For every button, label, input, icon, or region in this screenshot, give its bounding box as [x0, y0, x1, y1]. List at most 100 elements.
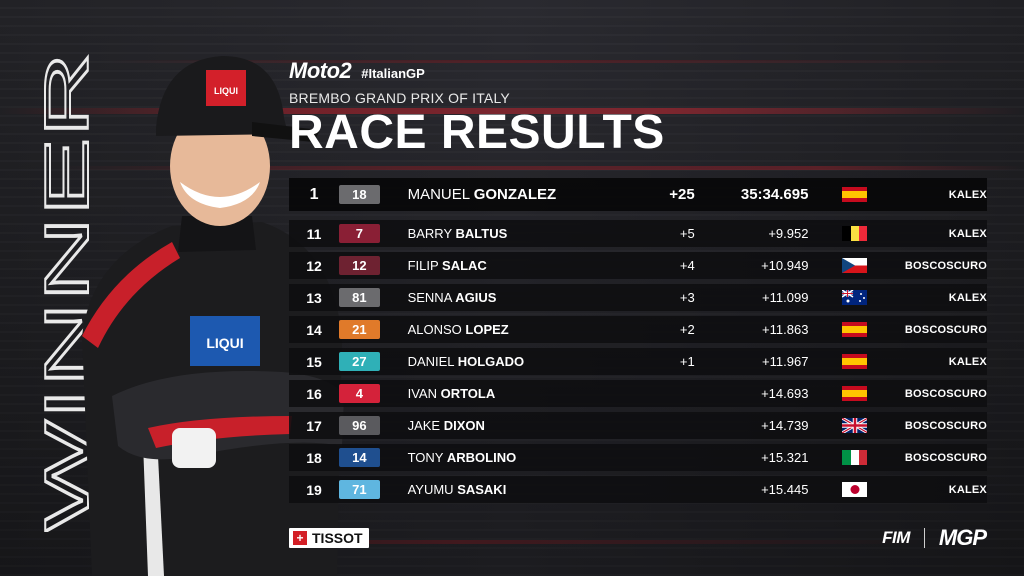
race-time: +10.949 — [761, 258, 809, 273]
position: 15 — [306, 353, 322, 370]
rider-first-name: JAKE — [407, 418, 441, 433]
race-time: 35:34.695 — [740, 186, 809, 203]
position: 19 — [306, 481, 322, 498]
rider-first-name: BARRY — [407, 226, 452, 241]
rider-name: DANIEL HOLGADO — [408, 354, 639, 369]
spain-flag-icon — [842, 354, 868, 369]
rider-first-name: IVAN — [407, 386, 437, 401]
divider — [923, 528, 925, 548]
fim-logo: FIM — [882, 528, 910, 547]
position: 16 — [306, 385, 322, 402]
race-time: +15.321 — [761, 450, 809, 465]
rider-last-name: HOLGADO — [457, 354, 525, 369]
result-row: 14 21 ALONSO LOPEZ +2 +11.863 BOSCOSCURO — [289, 316, 987, 343]
rider-number: 4 — [339, 384, 380, 403]
rider-last-name: ORTOLA — [440, 386, 496, 401]
rider-name: IVAN ORTOLA — [408, 386, 639, 401]
sponsor-logos: FIM MGP — [882, 525, 987, 551]
race-time: +15.445 — [761, 482, 809, 497]
rider-first-name: ALONSO — [407, 322, 462, 337]
italy-flag-icon — [842, 450, 868, 465]
rider-number: 71 — [339, 480, 380, 499]
rider-number: 21 — [339, 320, 380, 339]
result-row: 11 7 BARRY BALTUS +5 +9.952 KALEX — [289, 220, 987, 247]
decorative-streak — [0, 166, 1024, 170]
result-row: 18 14 TONY ARBOLINO +15.321 BOSCOSCURO — [289, 444, 987, 471]
rider-name: ALONSO LOPEZ — [408, 322, 639, 337]
belgium-flag-icon — [842, 226, 868, 241]
position: 18 — [306, 449, 322, 466]
czech-flag-icon — [842, 258, 868, 273]
position: 12 — [306, 257, 322, 274]
race-time: +11.967 — [762, 354, 809, 369]
team-name: KALEX — [948, 355, 987, 368]
rider-last-name: LOPEZ — [465, 322, 509, 337]
rider-name: MANUEL GONZALEZ — [408, 186, 639, 203]
position: 11 — [306, 225, 322, 242]
team-name: BOSCOSCURO — [904, 323, 987, 336]
decorative-streak — [0, 540, 1024, 544]
tissot-text: TISSOT — [312, 530, 363, 546]
points: +3 — [679, 290, 695, 305]
rider-number: 7 — [339, 224, 380, 243]
points: +4 — [679, 258, 695, 273]
result-row: 1 18 MANUEL GONZALEZ +25 35:34.695 KALEX — [289, 178, 987, 211]
rider-first-name: AYUMU — [407, 482, 454, 497]
result-row: 16 4 IVAN ORTOLA +14.693 BOSCOSCURO — [289, 380, 987, 407]
rider-last-name: BALTUS — [455, 226, 508, 241]
points: +5 — [679, 226, 695, 241]
race-time: +11.863 — [762, 322, 809, 337]
suit-logo — [190, 316, 260, 366]
event-name: BREMBO GRAND PRIX OF ITALY — [289, 90, 510, 106]
australia-flag-icon — [842, 290, 868, 305]
team-name: KALEX — [948, 483, 987, 496]
rider-first-name: TONY — [407, 450, 444, 465]
spain-flag-icon — [842, 187, 868, 202]
rider-number: 96 — [339, 416, 380, 435]
race-time: +11.099 — [762, 290, 809, 305]
team-name: KALEX — [948, 188, 987, 201]
team-name: KALEX — [948, 291, 987, 304]
rider-name: BARRY BALTUS — [408, 226, 639, 241]
rider-name: SENNA AGIUS — [408, 290, 639, 305]
team-name: BOSCOSCURO — [904, 451, 987, 464]
race-time: +9.952 — [768, 226, 809, 241]
rider-first-name: FILIP — [407, 258, 439, 273]
rider-name: JAKE DIXON — [408, 418, 639, 433]
page-title: RACE RESULTS — [289, 106, 665, 159]
result-row: 19 71 AYUMU SASAKI +15.445 KALEX — [289, 476, 987, 503]
result-row: 13 81 SENNA AGIUS +3 +11.099 KALEX — [289, 284, 987, 311]
position: 14 — [306, 321, 322, 338]
svg-text:LIQUI: LIQUI — [206, 335, 243, 351]
rider-number: 18 — [339, 185, 380, 204]
race-time: +14.693 — [761, 386, 809, 401]
points: +25 — [669, 186, 695, 203]
race-time: +14.739 — [761, 418, 809, 433]
japan-flag-icon — [842, 482, 868, 497]
team-name: KALEX — [948, 227, 987, 240]
position: 13 — [306, 289, 322, 306]
rider-last-name: GONZALEZ — [473, 186, 557, 203]
team-name: BOSCOSCURO — [904, 419, 987, 432]
decorative-streak — [0, 108, 1024, 114]
rider-number: 14 — [339, 448, 380, 467]
spain-flag-icon — [842, 386, 868, 401]
tissot-cross-icon: + — [293, 531, 307, 545]
rider-first-name: DANIEL — [407, 354, 455, 369]
rider-first-name: SENNA — [407, 290, 452, 305]
rider-name: AYUMU SASAKI — [408, 482, 639, 497]
mgp-logo: MGP — [938, 525, 987, 550]
moto2-logo: Moto2 — [289, 58, 352, 83]
points: +1 — [679, 354, 695, 369]
rider-name: FILIP SALAC — [408, 258, 639, 273]
svg-text:LIQUI: LIQUI — [214, 86, 238, 96]
position: 17 — [306, 417, 322, 434]
rider-number: 12 — [339, 256, 380, 275]
rider-photo: LIQUI LIQUI — [52, 36, 352, 576]
decorative-streak — [0, 60, 1024, 63]
rider-last-name: AGIUS — [455, 290, 497, 305]
rider-last-name: SASAKI — [457, 482, 507, 497]
tissot-logo: + TISSOT — [289, 528, 369, 548]
result-row: 17 96 JAKE DIXON +14.739 BOSCOSCURO — [289, 412, 987, 439]
team-name: BOSCOSCURO — [904, 259, 987, 272]
